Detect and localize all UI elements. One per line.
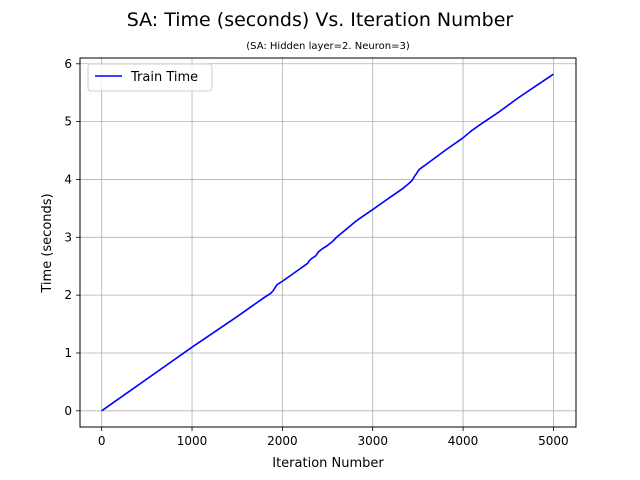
y-tick-label: 2: [64, 288, 72, 302]
legend-box: [87, 63, 213, 92]
legend: Train Time: [87, 63, 213, 92]
grid-lines: [80, 58, 576, 427]
x-tick-label: 4000: [448, 434, 479, 448]
chart-title: SA: Time (seconds) Vs. Iteration Number: [127, 9, 514, 31]
y-tick-label: 0: [64, 404, 72, 418]
legend-label-train-time: Train Time: [130, 70, 198, 85]
plot-area: [80, 58, 576, 427]
y-tick-label: 6: [64, 57, 72, 71]
y-tick-label: 3: [64, 230, 72, 244]
x-tick-label: 2000: [267, 434, 298, 448]
y-tick-label: 4: [64, 172, 72, 186]
x-axis-label: Iteration Number: [272, 456, 384, 471]
plot-frame: [79, 57, 577, 428]
y-tick-label: 5: [64, 115, 72, 129]
x-tick-label: 0: [98, 434, 106, 448]
series-layer: [101, 73, 554, 412]
y-axis-label: Time (seconds): [40, 193, 55, 293]
chart-subtitle: (SA: Hidden layer=2. Neuron=3): [246, 41, 410, 52]
x-tick-label: 3000: [357, 434, 388, 448]
x-tick-label: 1000: [177, 434, 208, 448]
axis-ticks: 0 1000 2000 3000 4000 5000 0 1 2 3 4 5 6: [64, 57, 568, 448]
y-tick-label: 1: [64, 346, 72, 360]
x-tick-label: 5000: [538, 434, 569, 448]
series-line-train-time: [101, 73, 554, 412]
